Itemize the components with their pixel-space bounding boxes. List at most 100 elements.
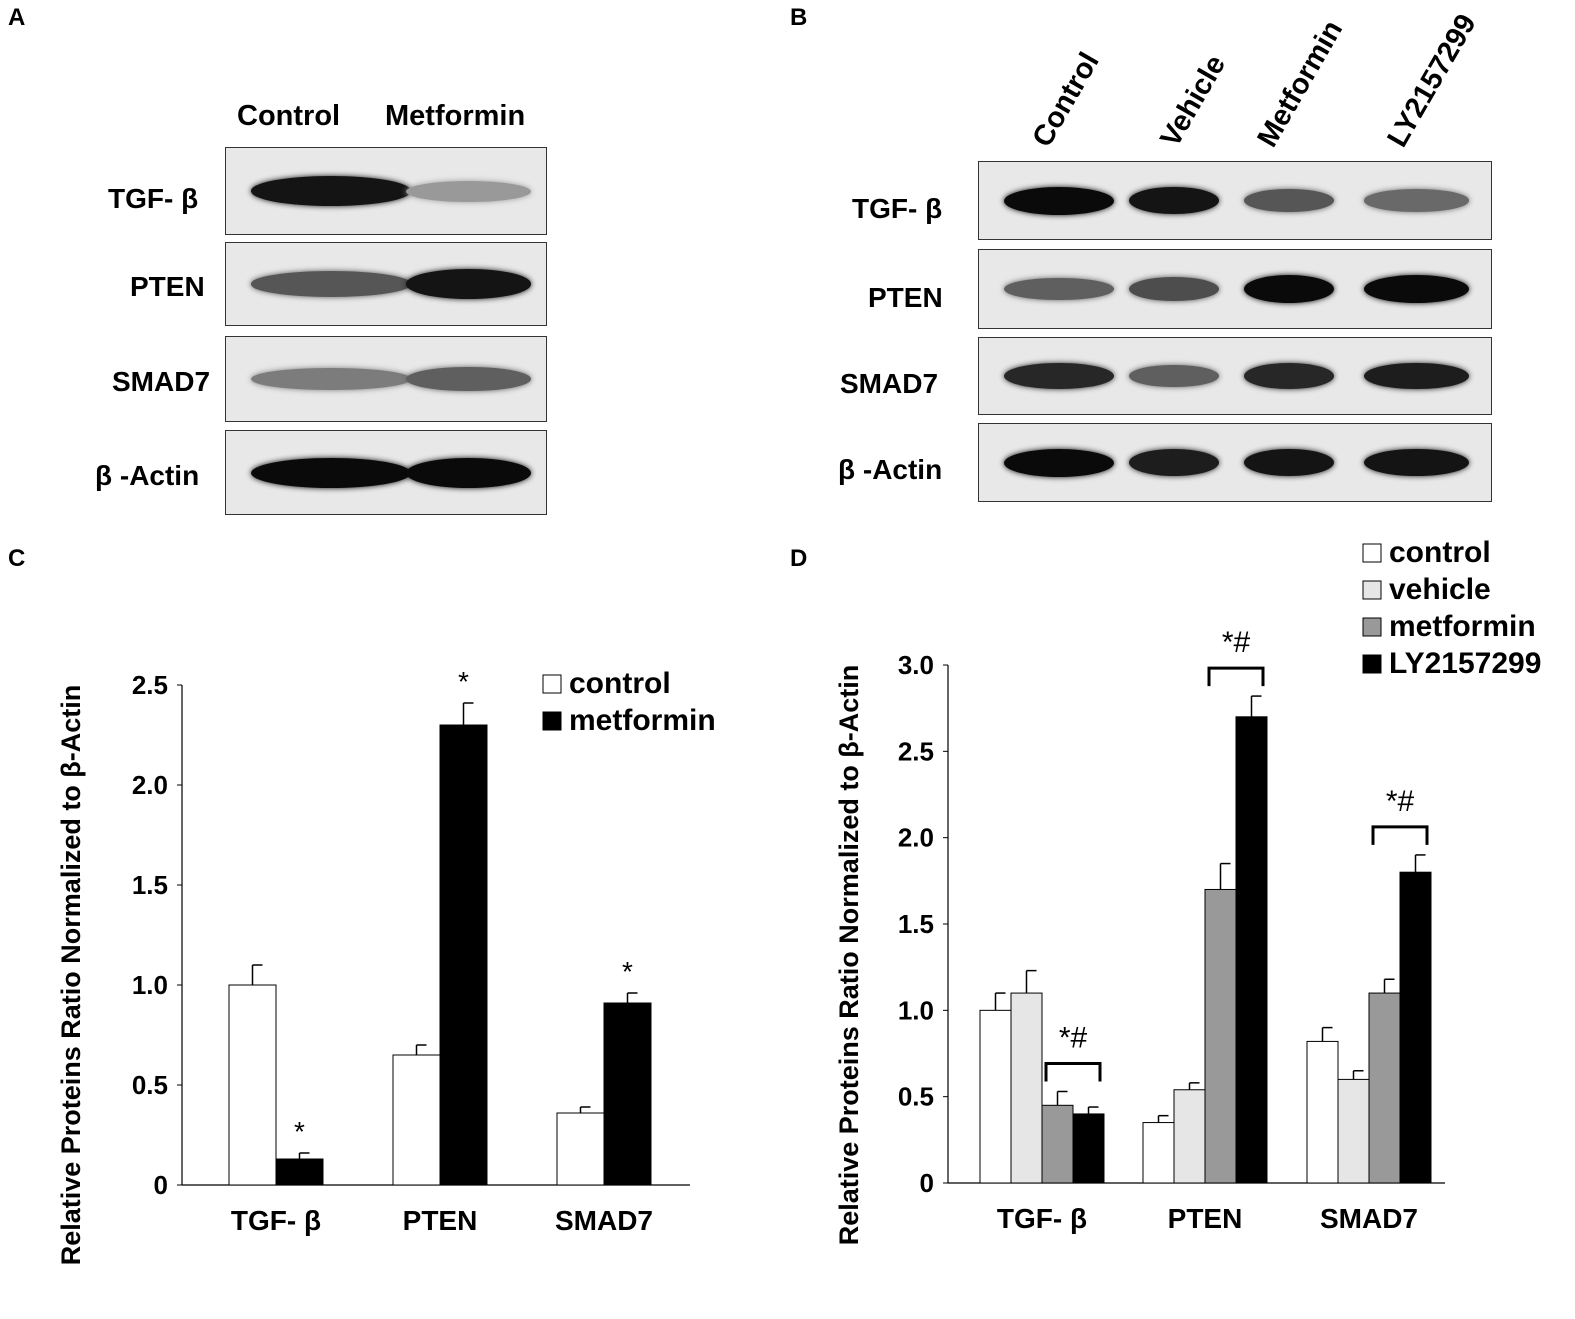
blot-b-row	[978, 161, 1492, 240]
significance-marker: *#	[1059, 1021, 1088, 1054]
significance-bracket	[1371, 825, 1429, 845]
significance-marker: *#	[1386, 785, 1415, 818]
blot-band	[1129, 186, 1219, 215]
blot-band	[1129, 364, 1219, 388]
legend-label: metformin	[1389, 610, 1536, 643]
blot-band	[1004, 277, 1114, 301]
panel-letter-c: C	[8, 545, 26, 572]
legend-swatch	[1362, 580, 1382, 600]
blot-band	[1004, 186, 1114, 215]
legend-label: metformin	[569, 704, 716, 737]
bar-LY2157299	[1399, 871, 1432, 1184]
blot-band	[1244, 362, 1334, 390]
x-tick-label: SMAD7	[1320, 1203, 1418, 1234]
blot-band	[1244, 275, 1334, 303]
blot-band	[1364, 275, 1469, 303]
significance-marker: *	[622, 956, 633, 987]
x-tick-label: TGF- β	[997, 1203, 1087, 1234]
blot-a-row	[225, 242, 547, 326]
blot-a-lane-label: Control	[237, 100, 341, 132]
blot-band	[1244, 188, 1334, 213]
blot-band	[1004, 362, 1114, 390]
blot-b-row	[978, 423, 1492, 502]
legend-swatch	[1362, 654, 1382, 674]
bar-vehicle	[1173, 1089, 1206, 1184]
bar-vehicle	[1337, 1078, 1370, 1184]
blot-band	[1244, 448, 1334, 477]
blot-a-row	[225, 147, 547, 235]
panel-letter-a: A	[8, 4, 26, 31]
blot-band	[406, 366, 531, 392]
y-tick-label: 0	[154, 1170, 168, 1200]
legend-swatch	[1362, 543, 1382, 563]
x-tick-label: TGF- β	[231, 1205, 321, 1236]
legend-swatch	[1362, 617, 1382, 637]
blot-band	[251, 367, 411, 391]
blot-a-row-label: PTEN	[130, 271, 205, 302]
legend-label: vehicle	[1389, 573, 1491, 606]
blot-b-row-label: β -Actin	[838, 454, 943, 485]
y-tick-label: 2.5	[898, 736, 934, 766]
blot-band	[1004, 448, 1114, 477]
significance-marker: *	[458, 666, 469, 697]
blot-band	[1129, 449, 1219, 476]
significance-marker: *	[294, 1116, 305, 1147]
blot-band	[1129, 276, 1219, 302]
y-tick-label: 0	[920, 1168, 934, 1198]
x-tick-label: PTEN	[403, 1205, 478, 1236]
y-tick-label: 0.5	[898, 1082, 934, 1112]
bar-control	[392, 1054, 441, 1186]
bar-metformin	[439, 724, 488, 1186]
blot-a-row	[225, 430, 547, 515]
legend-swatch	[542, 711, 562, 731]
blot-band	[251, 271, 411, 297]
blot-a-row-label: TGF- β	[108, 183, 199, 214]
blot-b-row-label: PTEN	[868, 282, 943, 313]
y-tick-label: 1.5	[132, 870, 168, 900]
y-axis-label: Relative Proteins Ratio Normalized to β-…	[834, 665, 864, 1246]
blot-band	[406, 457, 531, 488]
y-tick-label: 1.0	[898, 995, 934, 1025]
blot-a-row	[225, 336, 547, 422]
legend-label: control	[1389, 536, 1491, 569]
y-tick-label: 1.0	[132, 970, 168, 1000]
legend-label: LY2157299	[1389, 647, 1541, 680]
bar-control	[228, 984, 277, 1186]
bar-LY2157299	[1235, 716, 1268, 1184]
y-tick-label: 0.5	[132, 1070, 168, 1100]
y-tick-label: 3.0	[898, 650, 934, 680]
blot-band	[1364, 448, 1469, 477]
y-tick-label: 2.0	[898, 823, 934, 853]
bar-metformin	[1204, 888, 1237, 1184]
legend-swatch	[542, 674, 562, 694]
bar-metformin	[1368, 992, 1401, 1184]
bar-vehicle	[1010, 992, 1043, 1184]
significance-bracket	[1207, 666, 1265, 687]
x-tick-label: SMAD7	[555, 1205, 653, 1236]
blot-a-row-label: SMAD7	[112, 366, 211, 397]
x-tick-label: PTEN	[1168, 1203, 1243, 1234]
bar-metformin	[1041, 1104, 1074, 1184]
significance-bracket	[1044, 1061, 1102, 1082]
bar-control	[1306, 1040, 1339, 1184]
blot-b-row-label: TGF- β	[852, 193, 943, 224]
legend-label: control	[569, 667, 671, 700]
blot-band	[406, 269, 531, 299]
y-tick-label: 1.5	[898, 909, 934, 939]
panel-letter-d: D	[790, 545, 808, 572]
blot-band	[251, 457, 411, 488]
blot-b-row-label: SMAD7	[840, 368, 939, 399]
blot-band	[406, 180, 531, 202]
y-tick-label: 2.5	[132, 670, 168, 700]
y-axis-label: Relative Proteins Ratio Normalized to β-…	[56, 685, 86, 1266]
blot-b-row	[978, 337, 1492, 415]
blot-a-lane-label: Metformin	[385, 100, 526, 132]
bar-control	[979, 1009, 1012, 1184]
significance-marker: *#	[1222, 626, 1251, 659]
blot-band	[1364, 362, 1469, 390]
panel-letter-b: B	[790, 4, 808, 31]
bar-control	[1142, 1122, 1175, 1184]
blot-band	[251, 176, 411, 206]
